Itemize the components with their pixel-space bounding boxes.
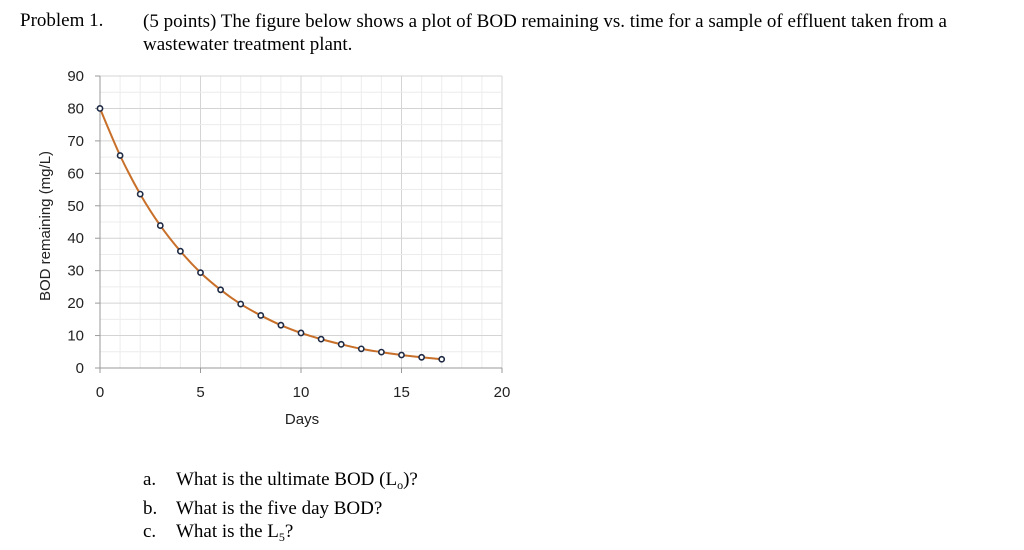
data-point: [96, 105, 104, 112]
x-tick-label: 20: [494, 384, 511, 401]
data-point: [217, 286, 224, 294]
data-point: [277, 321, 285, 329]
y-tick-label: 20: [67, 295, 84, 312]
question-b-letter: b.: [143, 498, 158, 519]
question-c: c. What is the L5?: [143, 520, 418, 549]
y-tick-label: 50: [67, 198, 84, 215]
data-point: [398, 351, 405, 359]
y-tick-label: 40: [67, 230, 84, 247]
y-tick-label: 0: [76, 360, 84, 377]
data-point: [197, 269, 204, 277]
data-point: [438, 355, 446, 363]
data-point: [317, 335, 325, 343]
data-point: [297, 329, 305, 337]
data-point: [237, 300, 245, 308]
question-b-text: What is the five day BOD?: [176, 498, 383, 519]
y-axis-label: BOD remaining (mg/L): [37, 151, 54, 301]
y-tick-label: 30: [67, 263, 84, 280]
y-tick-label: 10: [67, 328, 84, 345]
data-point: [136, 190, 144, 198]
x-tick-label: 0: [96, 384, 104, 401]
questions-list: a. What is the ultimate BOD (Lo)? b. Wha…: [143, 468, 418, 549]
bod-series-points: [96, 105, 446, 363]
y-tick-label: 90: [67, 68, 84, 85]
question-a-letter: a.: [143, 469, 157, 490]
question-a-text: What is the ultimate BOD (Lo)?: [176, 469, 418, 492]
problem-statement: (5 points) The figure below shows a plot…: [143, 11, 947, 55]
y-tick-label: 70: [67, 133, 84, 150]
question-a: a. What is the ultimate BOD (Lo)?: [143, 468, 418, 497]
chart-ticks: 0 10 20 30 40 50 60 70 80 90 0 5 10 15 20: [67, 68, 510, 401]
question-b: b. What is the five day BOD?: [143, 497, 418, 520]
x-tick-label: 15: [393, 384, 410, 401]
data-point: [176, 247, 184, 255]
question-c-letter: c.: [143, 521, 157, 542]
data-point: [418, 353, 425, 361]
y-tick-label: 80: [67, 100, 84, 117]
y-tick-label: 60: [67, 165, 84, 182]
data-point: [357, 345, 365, 353]
data-point: [337, 340, 345, 348]
chart-grid: [99, 75, 503, 369]
question-c-text: What is the L5?: [176, 521, 294, 544]
x-axis-label: Days: [285, 411, 319, 428]
data-point: [116, 152, 124, 159]
bod-series-line: [99, 108, 442, 361]
problem-label: Problem 1.: [20, 10, 104, 31]
data-point: [156, 222, 164, 229]
x-tick-label: 5: [196, 384, 204, 401]
x-tick-label: 10: [293, 384, 310, 401]
data-point: [257, 312, 265, 319]
data-point: [377, 348, 385, 356]
